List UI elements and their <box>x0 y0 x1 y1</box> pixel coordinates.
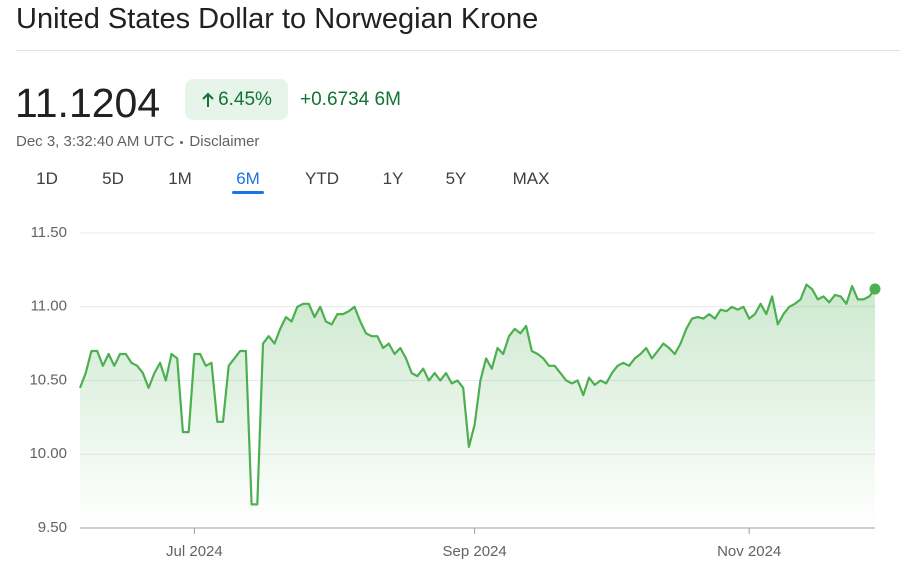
change-percent: 6.45% <box>218 88 272 110</box>
timestamp: Dec 3, 3:32:40 AM UTC <box>16 133 175 150</box>
change-value: +0.6734 <box>300 89 370 110</box>
y-tick-label: 10.50 <box>29 371 67 388</box>
y-tick-label: 11.00 <box>31 298 67 315</box>
range-tab[interactable]: 1M <box>168 169 192 188</box>
timestamp-line: Dec 3, 3:32:40 AM UTC Disclaimer <box>16 133 259 151</box>
range-tab[interactable]: 1Y <box>382 169 404 188</box>
active-tab-underline <box>232 191 264 194</box>
divider <box>16 50 900 51</box>
up-arrow-icon <box>202 92 214 107</box>
disclaimer-link[interactable]: Disclaimer <box>189 133 260 150</box>
change-period: 6M <box>374 89 401 110</box>
separator <box>180 140 184 144</box>
range-tab[interactable]: YTD <box>305 169 339 188</box>
y-tick-label: 11.50 <box>31 224 67 241</box>
page-title: United States Dollar to Norwegian Krone <box>16 3 539 35</box>
last-point <box>869 283 881 295</box>
x-tick-label: Nov 2024 <box>717 543 781 560</box>
y-tick-label: 10.00 <box>29 445 67 462</box>
range-tab[interactable]: MAX <box>512 169 550 188</box>
price: 11.1204 <box>15 80 161 126</box>
price-line <box>78 283 876 506</box>
change-badge: 6.45% <box>185 79 288 120</box>
range-tab[interactable]: 5D <box>102 169 124 188</box>
y-tick-label: 9.50 <box>38 519 67 536</box>
range-tab[interactable]: 1D <box>36 169 58 188</box>
range-tab[interactable]: 5Y <box>445 169 467 188</box>
range-tab[interactable]: 6M <box>236 169 260 188</box>
x-tick-label: Sep 2024 <box>443 543 507 560</box>
change-line: +0.6734 6M <box>300 88 401 112</box>
x-tick-label: Jul 2024 <box>166 543 223 560</box>
